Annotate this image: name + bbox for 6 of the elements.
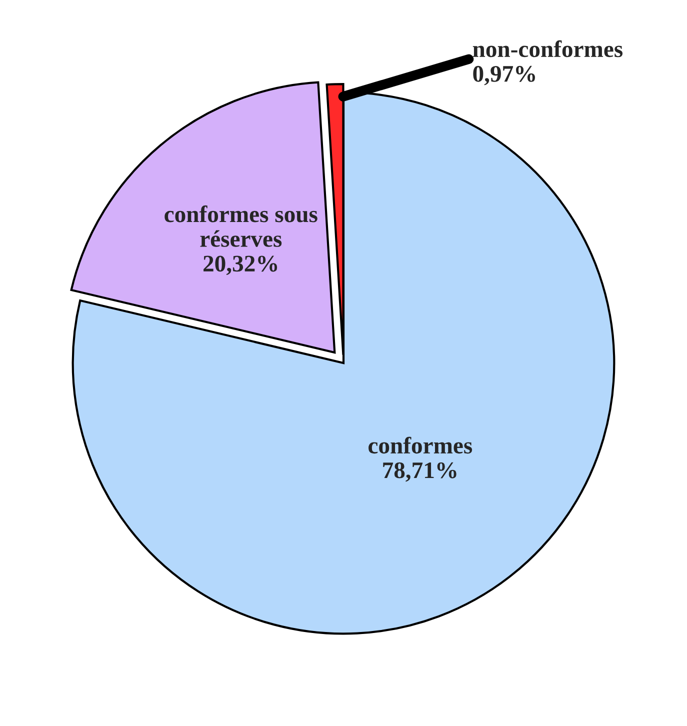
data-label: 20,32% bbox=[204, 256, 278, 276]
data-label: 78,71% bbox=[383, 462, 456, 482]
data-label: 0,97% bbox=[473, 66, 535, 86]
slice-label: conformes sous réserves bbox=[164, 205, 318, 247]
slice-label: non-conformes bbox=[472, 40, 623, 58]
slice-label: conformes bbox=[368, 436, 472, 454]
